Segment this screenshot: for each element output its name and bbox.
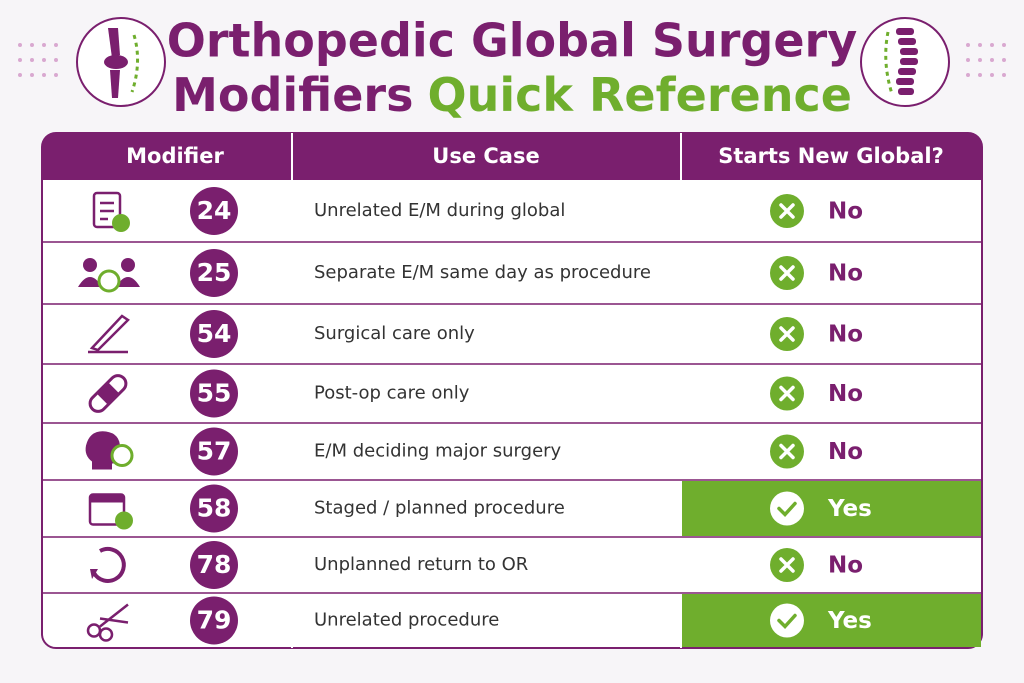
icon <box>90 569 98 579</box>
use-case: Post-op care only <box>314 383 470 404</box>
answer-cell <box>682 424 981 479</box>
modifier-badge <box>190 427 238 476</box>
answer: Yes <box>827 496 872 522</box>
icon <box>78 277 102 287</box>
modifier-badge <box>190 596 238 645</box>
title-highlight: Quick Reference <box>428 68 852 122</box>
modifier-badge <box>190 187 238 235</box>
icon <box>112 214 130 232</box>
icon <box>110 444 134 467</box>
column-header: Modifier <box>126 144 224 168</box>
title-line-1: Orthopedic Global Surgery <box>167 14 857 68</box>
answer: No <box>828 381 863 407</box>
dots-right <box>966 43 1006 77</box>
status-icon <box>770 603 804 638</box>
use-case: Unplanned return to OR <box>314 554 528 575</box>
modifier-code: 58 <box>197 494 232 523</box>
use-case: Unrelated E/M during global <box>314 200 565 221</box>
table-row: 55 Post-op care only No <box>42 363 982 422</box>
answer-cell <box>682 305 981 363</box>
icon <box>96 382 120 405</box>
status-glyph <box>777 613 797 630</box>
modifier-code: 24 <box>197 196 232 225</box>
answer: No <box>828 553 863 579</box>
icon <box>92 191 122 229</box>
modifier-badge <box>190 310 238 358</box>
table-row: 54 Surgical care only No <box>42 303 982 363</box>
icon <box>99 603 129 628</box>
status-glyph <box>779 443 795 460</box>
table-row: 78 Unplanned return to OR No <box>42 536 982 592</box>
table-row: 79 Unrelated procedure Yes <box>42 592 982 647</box>
table-row: 24 Unrelated E/M during global No <box>92 181 981 241</box>
spine-icon <box>860 17 950 107</box>
column-header: Use Case <box>432 144 539 168</box>
answer-cell <box>682 481 981 536</box>
answer-cell <box>682 243 981 303</box>
answer: No <box>828 199 863 225</box>
use-case: Staged / planned procedure <box>314 498 565 519</box>
status-glyph <box>779 265 795 281</box>
icon <box>83 258 97 272</box>
answer-cell <box>682 594 981 647</box>
table-row: 57 E/M deciding major surgery No <box>42 422 982 479</box>
title-line-2: Modifiers Quick Reference <box>172 68 852 122</box>
icon <box>88 314 130 354</box>
icon <box>90 494 124 503</box>
status-glyph <box>777 501 797 518</box>
icon <box>92 547 126 583</box>
icon <box>115 511 133 530</box>
column-header: Starts New Global? <box>718 144 944 168</box>
modifier-code: 79 <box>197 606 232 635</box>
table-row: 58 Staged / planned procedure Yes <box>42 479 982 536</box>
modifier-code: 25 <box>197 258 232 287</box>
dots-left <box>18 43 58 77</box>
status-icon <box>770 491 804 526</box>
modifier-code: 78 <box>197 550 232 579</box>
modifier-code: 54 <box>197 319 232 348</box>
modifier-code: 55 <box>197 379 232 408</box>
answer: No <box>828 439 863 465</box>
modifier-badge <box>190 249 238 297</box>
use-case: Separate E/M same day as procedure <box>314 262 651 283</box>
table-row: 25 Separate E/M same day as procedure No <box>42 241 982 303</box>
answer-cell <box>682 365 981 422</box>
modifier-badge <box>190 484 238 533</box>
icon <box>121 258 135 272</box>
answer: Yes <box>827 608 872 634</box>
table-header <box>42 133 982 180</box>
title-part: Modifiers <box>172 68 413 122</box>
icon <box>100 201 114 221</box>
answer: No <box>828 261 863 287</box>
icon <box>98 627 114 642</box>
icon <box>97 269 121 293</box>
status-glyph <box>779 203 795 219</box>
status-glyph <box>779 385 795 402</box>
status-glyph <box>779 326 795 342</box>
modifier-code: 57 <box>197 437 232 466</box>
knee-icon <box>76 17 166 107</box>
answer-cell <box>682 181 981 241</box>
use-case: Surgical care only <box>314 323 475 344</box>
answer-cell <box>682 538 981 592</box>
status-glyph <box>779 557 795 573</box>
icon <box>116 277 140 287</box>
use-case: E/M deciding major surgery <box>314 441 562 462</box>
modifier-badge <box>190 541 238 589</box>
modifier-badge <box>190 369 238 418</box>
use-case: Unrelated procedure <box>314 610 499 631</box>
answer: No <box>828 322 863 348</box>
